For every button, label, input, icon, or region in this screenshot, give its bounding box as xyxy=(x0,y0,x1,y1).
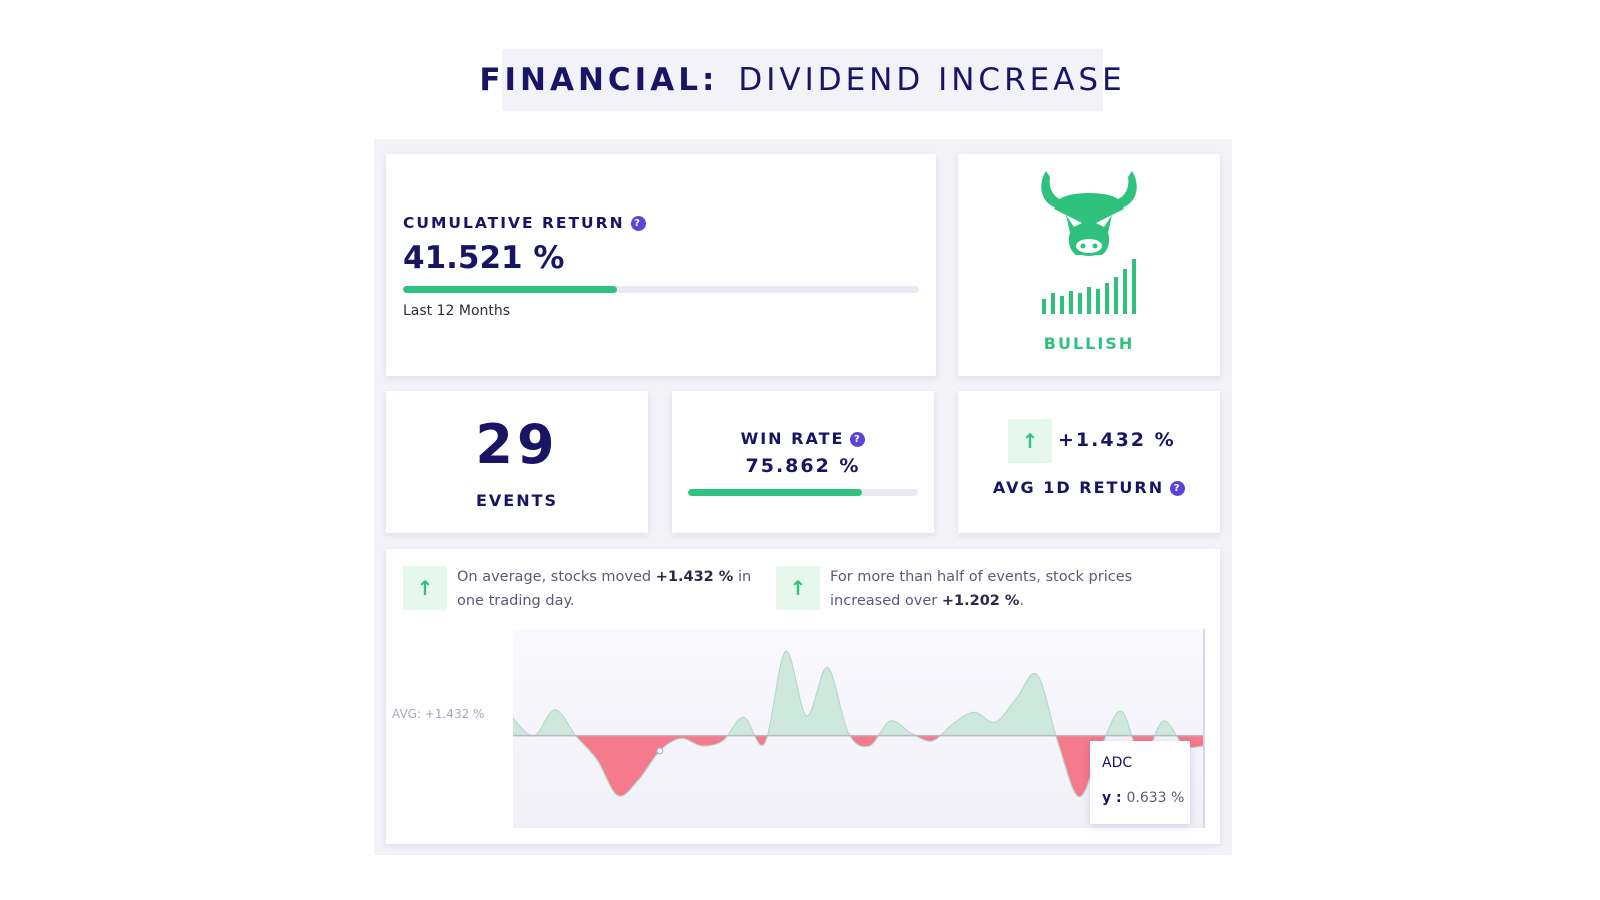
positive-area xyxy=(513,651,1205,736)
insight-text: For more than half of events, stock pric… xyxy=(830,569,1133,609)
insight-text: in one trading day. xyxy=(457,569,752,609)
insight-value: +1.202 % xyxy=(941,593,1020,609)
series-line xyxy=(513,650,1205,798)
tooltip-value: y : 0.633 % xyxy=(1102,790,1185,806)
win-rate-progress xyxy=(688,489,918,496)
insight-average-move: On average, stocks moved +1.432 % in one… xyxy=(457,565,757,613)
help-icon[interactable]: ? xyxy=(850,432,866,447)
avg-return-label: AVG 1D RETURN? xyxy=(958,478,1220,497)
win-rate-progress-fill xyxy=(688,489,863,496)
cumulative-return-value: 41.521 % xyxy=(403,240,565,276)
sentiment-label: BULLISH xyxy=(1043,334,1135,353)
cumulative-return-label: CUMULATIVE RETURN? xyxy=(403,214,646,232)
avg-return-card: ↑ +1.432 % AVG 1D RETURN? xyxy=(958,391,1220,533)
chart-tooltip: ADC y : 0.633 % xyxy=(1090,741,1190,824)
title-category: FINANCIAL: xyxy=(479,62,719,98)
help-icon[interactable]: ? xyxy=(630,216,646,231)
win-rate-label: WIN RATE? xyxy=(672,429,934,448)
tooltip-value-text: 0.633 % xyxy=(1126,790,1185,806)
period-label: Last 12 Months xyxy=(403,303,511,319)
insight-value: +1.432 % xyxy=(655,569,734,585)
win-rate-card: WIN RATE? 75.862 % xyxy=(672,391,934,533)
cumulative-return-progress xyxy=(403,286,919,293)
bull-icon xyxy=(1041,171,1137,314)
data-point-marker[interactable] xyxy=(656,747,664,755)
title-event: DIVIDEND INCREASE xyxy=(738,62,1126,98)
win-rate-label-text: WIN RATE xyxy=(740,429,845,448)
help-icon[interactable]: ? xyxy=(1170,481,1186,496)
avg-return-value: +1.432 % xyxy=(1058,429,1176,451)
insight-chart-card: ↑ On average, stocks moved +1.432 % in o… xyxy=(386,549,1220,844)
up-arrow-icon: ↑ xyxy=(403,566,447,610)
up-arrow-icon: ↑ xyxy=(776,566,820,610)
avg-return-label-text: AVG 1D RETURN xyxy=(992,478,1165,497)
cumulative-return-progress-fill xyxy=(403,286,618,293)
page-title: FINANCIAL: DIVIDEND INCREASE xyxy=(479,49,1122,111)
tooltip-key: y xyxy=(1102,790,1112,806)
insight-text: . xyxy=(1019,593,1025,609)
returns-chart[interactable] xyxy=(513,629,1205,828)
up-arrow-icon: ↑ xyxy=(1008,419,1052,463)
chart-avg-label: AVG: +1.432 % xyxy=(392,707,485,721)
cumulative-return-card: CUMULATIVE RETURN? 41.521 % Last 12 Mont… xyxy=(386,154,936,376)
cumulative-return-label-text: CUMULATIVE RETURN xyxy=(403,214,625,232)
win-rate-value: 75.862 % xyxy=(745,455,861,477)
tooltip-series-name: ADC xyxy=(1102,755,1133,771)
events-count: 29 xyxy=(475,413,559,476)
insight-text: On average, stocks moved xyxy=(457,569,656,585)
events-label: EVENTS xyxy=(475,491,559,510)
insight-median-move: For more than half of events, stock pric… xyxy=(830,565,1206,613)
sentiment-card: BULLISH xyxy=(958,154,1220,376)
events-card: 29 EVENTS xyxy=(386,391,648,533)
